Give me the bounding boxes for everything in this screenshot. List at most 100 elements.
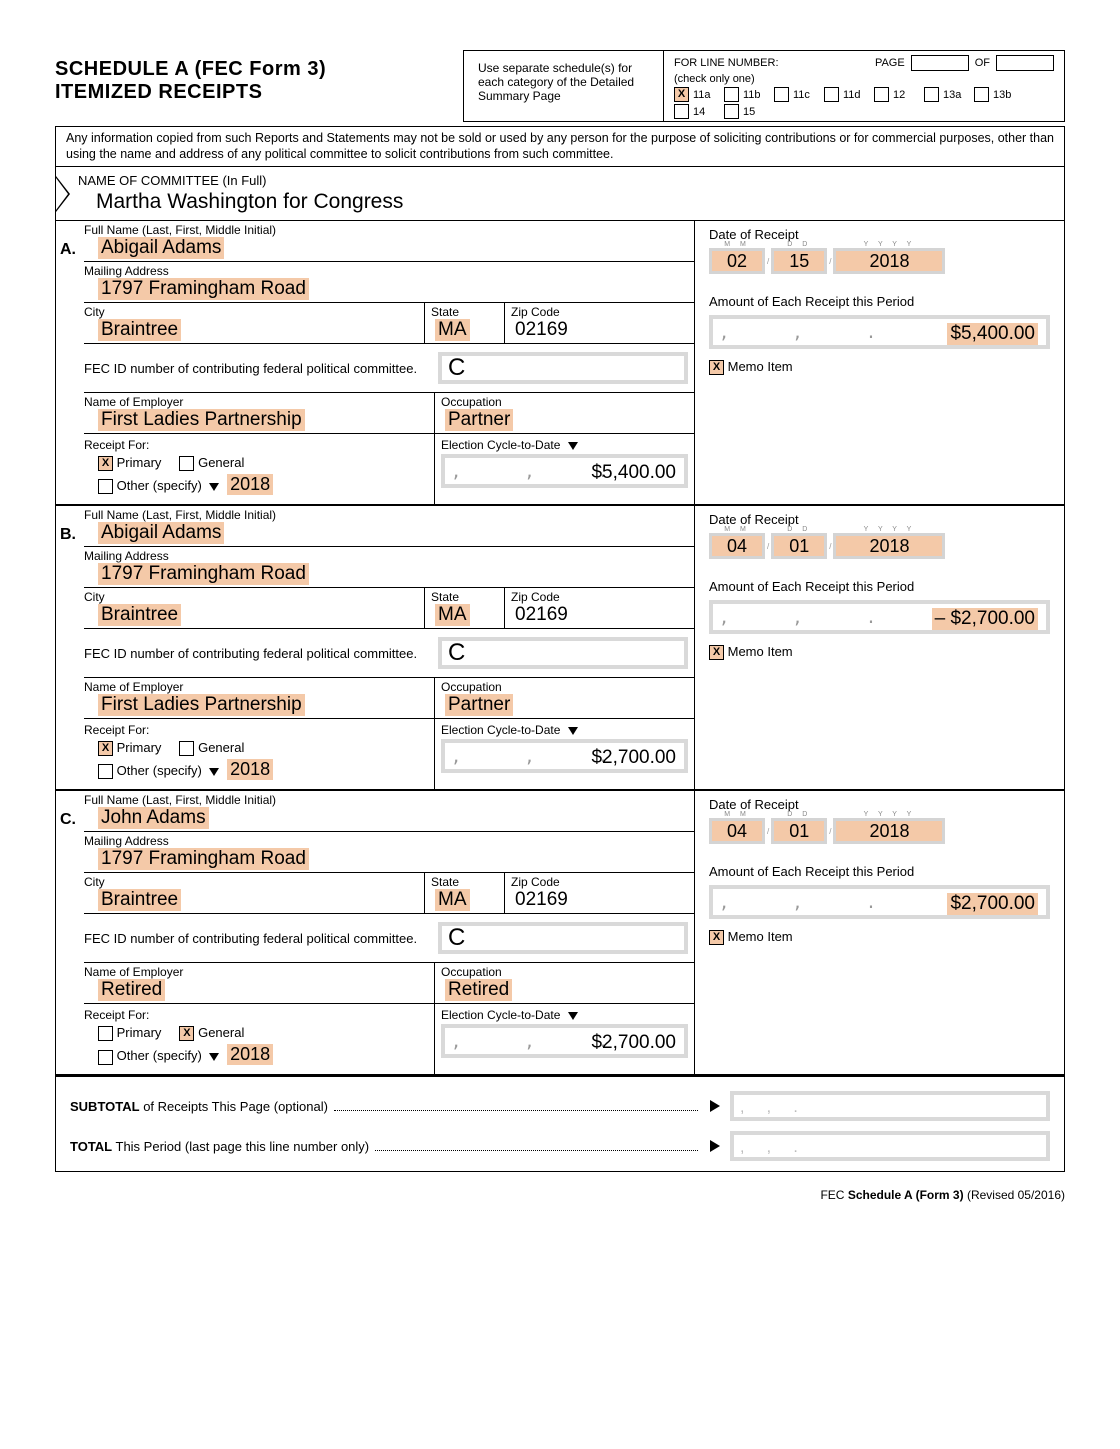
amount-value: – $2,700.00 [932,608,1038,630]
city-label: City [84,305,418,319]
city-label: City [84,590,418,604]
header-note: Use separate schedule(s) for each catego… [464,51,664,121]
triangle-down-icon [209,768,219,776]
general-checkbox[interactable]: X [179,1026,194,1041]
full-name-label: Full Name (Last, First, Middle Initial) [84,223,688,237]
occupation-value: Retired [445,979,512,1001]
receipt-for-label: Receipt For: [84,438,428,452]
fec-id-label: FEC ID number of contributing federal po… [84,931,438,946]
subtotal-field[interactable]: , , . [730,1091,1050,1121]
line-label: 15 [743,106,755,118]
line-check-15[interactable] [724,104,739,119]
page-label: PAGE [875,57,905,69]
line-label: 14 [693,106,705,118]
line-check-14[interactable] [674,104,689,119]
receipt-for-label: Receipt For: [84,723,428,737]
cycle-amount-field[interactable]: , , . $2,700.00 [441,739,688,773]
line-check-13a[interactable] [924,87,939,102]
other-label: Other (specify) [117,1048,206,1063]
committee-label: NAME OF COMMITTEE (In Full) [78,173,1054,188]
mailing-label: Mailing Address [84,264,694,278]
check-one-label: (check only one) [674,73,1054,85]
zip-label: Zip Code [511,305,688,319]
line-check-12[interactable] [874,87,889,102]
date-day[interactable]: D D01 [771,533,827,559]
other-year: 2018 [227,1044,273,1065]
other-checkbox[interactable] [98,764,113,779]
primary-checkbox[interactable]: X [98,741,113,756]
zip-label: Zip Code [511,875,688,889]
line-check-11b[interactable] [724,87,739,102]
date-year[interactable]: Y Y Y Y2018 [833,818,945,844]
amount-label: Amount of Each Receipt this Period [709,864,1050,879]
date-month[interactable]: M M02 [709,248,765,274]
cycle-amount-field[interactable]: , , . $5,400.00 [441,454,688,488]
city-label: City [84,875,418,889]
state-value: MA [435,604,470,626]
line-check-11d[interactable] [824,87,839,102]
total-label: TOTAL This Period (last page this line n… [70,1139,369,1154]
triangle-down-icon [209,483,219,491]
city-value: Braintree [98,604,181,626]
mailing-value: 1797 Framingham Road [98,278,309,300]
memo-checkbox[interactable]: X [709,645,724,660]
cycle-amount-value: $2,700.00 [591,747,676,769]
occupation-value: Partner [445,694,513,716]
fec-id-field[interactable]: C [438,922,688,954]
mailing-label: Mailing Address [84,834,694,848]
full-name-label: Full Name (Last, First, Middle Initial) [84,793,688,807]
memo-checkbox[interactable]: X [709,930,724,945]
employer-value: First Ladies Partnership [98,409,305,431]
memo-label: Memo Item [728,359,793,374]
form-title-1: SCHEDULE A (FEC Form 3) [55,58,463,81]
cycle-label: Election Cycle-to-Date [441,723,688,737]
memo-label: Memo Item [728,644,793,659]
triangle-down-icon [568,727,578,735]
cycle-amount-value: $5,400.00 [591,462,676,484]
fec-id-field[interactable]: C [438,352,688,384]
full-name-value: John Adams [98,807,209,829]
line-check-11c[interactable] [774,87,789,102]
cycle-label: Election Cycle-to-Date [441,1008,688,1022]
date-year[interactable]: Y Y Y Y2018 [833,248,945,274]
date-day[interactable]: D D01 [771,818,827,844]
amount-field[interactable]: , , . $5,400.00 [709,315,1050,349]
entry-letter: A. [60,241,76,259]
mailing-label: Mailing Address [84,549,694,563]
mailing-value: 1797 Framingham Road [98,848,309,870]
memo-checkbox[interactable]: X [709,360,724,375]
fec-c: C [442,639,471,667]
state-label: State [431,305,498,319]
form-title-2: ITEMIZED RECEIPTS [55,81,463,104]
employer-label: Name of Employer [84,680,428,694]
line-check-11a[interactable]: X [674,87,689,102]
fec-id-label: FEC ID number of contributing federal po… [84,646,438,661]
state-label: State [431,875,498,889]
fec-id-field[interactable]: C [438,637,688,669]
date-year[interactable]: Y Y Y Y2018 [833,533,945,559]
general-checkbox[interactable] [179,456,194,471]
triangle-right-icon [710,1140,720,1152]
date-day[interactable]: D D15 [771,248,827,274]
general-checkbox[interactable] [179,741,194,756]
date-month[interactable]: M M04 [709,818,765,844]
primary-checkbox[interactable] [98,1026,113,1041]
page-field[interactable] [911,55,969,71]
triangle-down-icon [209,1053,219,1061]
date-month[interactable]: M M04 [709,533,765,559]
cycle-amount-field[interactable]: , , . $2,700.00 [441,1024,688,1058]
of-field[interactable] [996,55,1054,71]
primary-checkbox[interactable]: X [98,456,113,471]
other-checkbox[interactable] [98,1050,113,1065]
line-check-13b[interactable] [974,87,989,102]
line-label: 13a [943,89,961,101]
total-field[interactable]: , , . [730,1131,1050,1161]
line-label: 13b [993,89,1011,101]
amount-field[interactable]: , , . – $2,700.00 [709,600,1050,634]
city-value: Braintree [98,319,181,341]
zip-label: Zip Code [511,590,688,604]
other-checkbox[interactable] [98,479,113,494]
primary-label: Primary [117,1025,162,1040]
amount-field[interactable]: , , . $2,700.00 [709,885,1050,919]
date-receipt-label: Date of Receipt [709,512,1050,527]
